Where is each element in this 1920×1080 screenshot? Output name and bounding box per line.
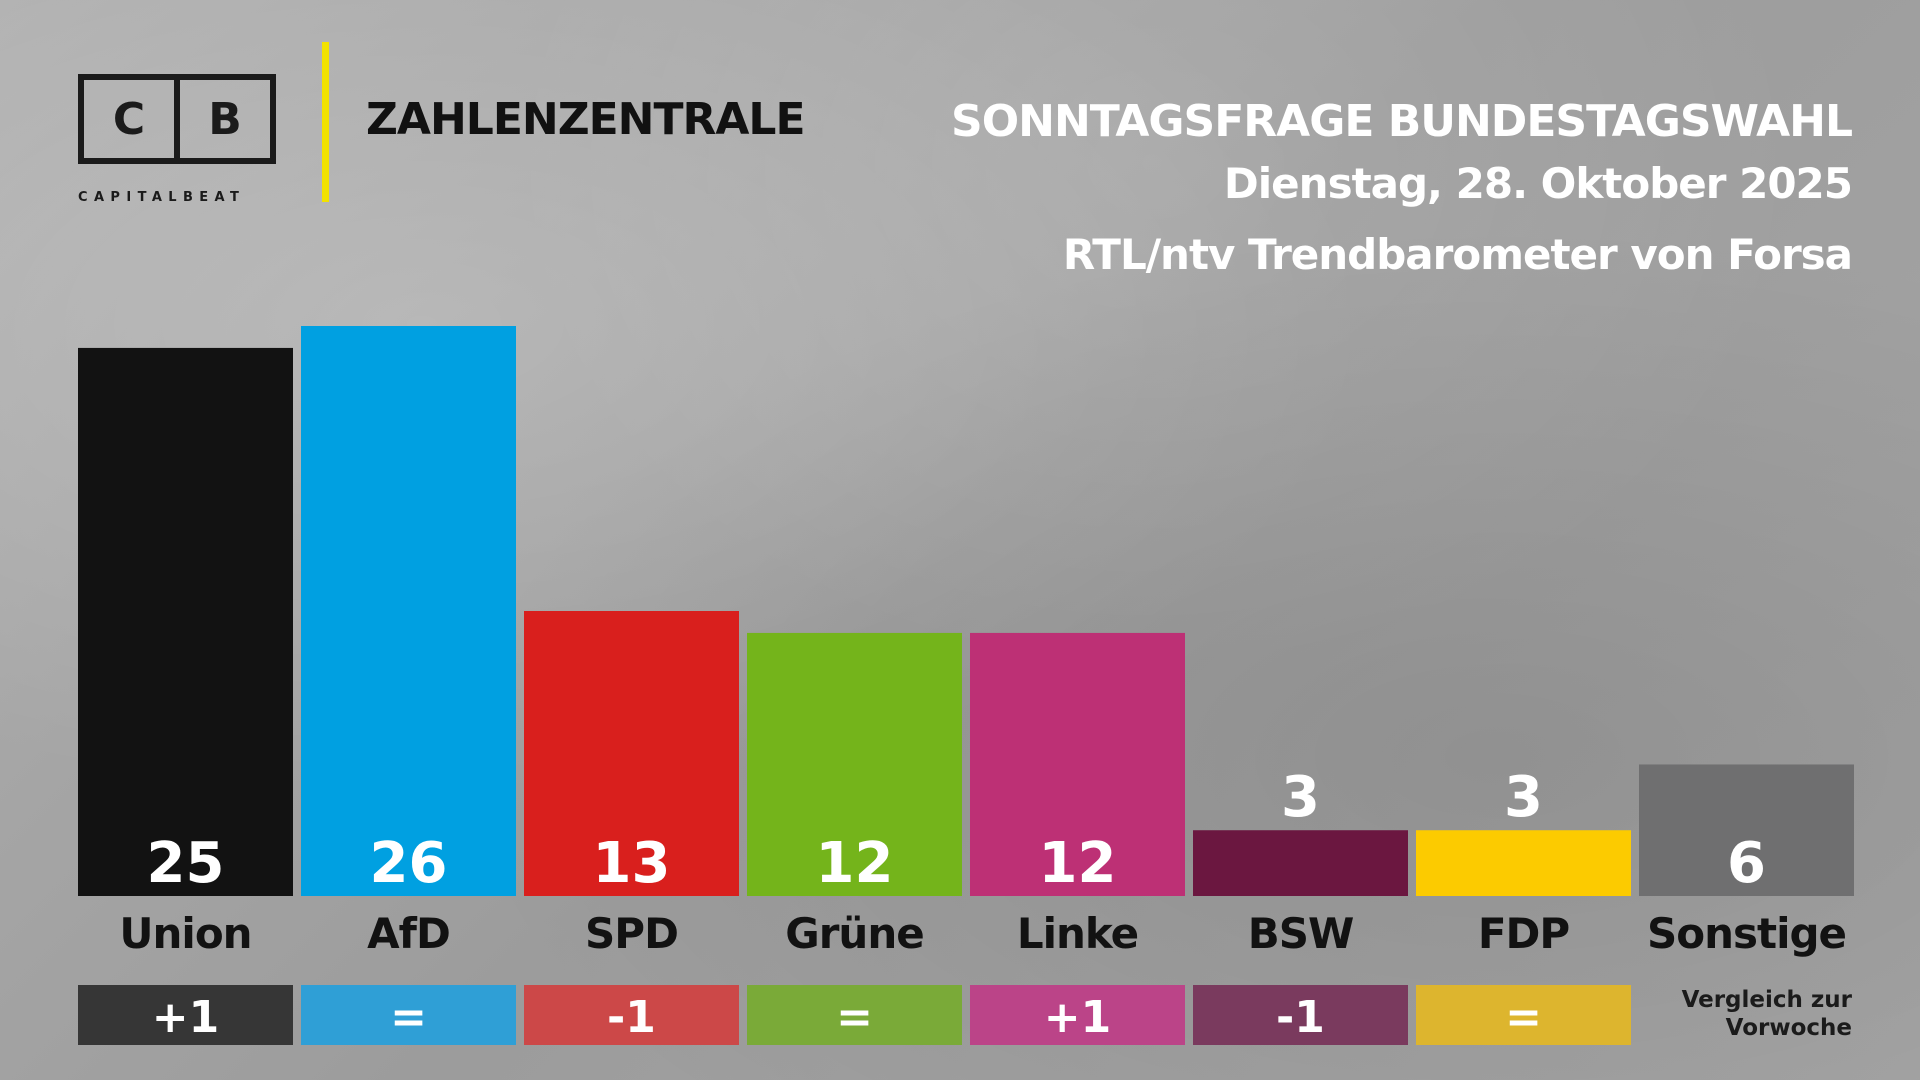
logo-letter-b: B xyxy=(174,80,270,158)
logo-wordmark: CAPITALBEAT xyxy=(78,190,246,205)
category-label-5: BSW xyxy=(1248,909,1354,958)
change-label-2: -1 xyxy=(607,992,656,1043)
logo-letter-c: C xyxy=(112,93,146,145)
value-label-3: 12 xyxy=(816,831,894,896)
value-label-4: 12 xyxy=(1039,831,1117,896)
change-box-5 xyxy=(1193,985,1408,1045)
value-label-7: 6 xyxy=(1727,831,1766,896)
category-label-6: FDP xyxy=(1478,909,1570,958)
bar-5 xyxy=(1193,830,1408,896)
category-label-3: Grüne xyxy=(785,909,923,958)
category-label-2: SPD xyxy=(585,909,678,958)
change-box-0 xyxy=(78,985,293,1045)
bar-3 xyxy=(747,632,962,896)
bar-7 xyxy=(1639,764,1854,896)
bar-0 xyxy=(78,347,293,896)
capitalbeat-logo: C B xyxy=(78,74,276,164)
change-box-6 xyxy=(1416,985,1631,1045)
chart-header: SONNTAGSFRAGE BUNDESTAGSWAHL Dienstag, 2… xyxy=(951,96,1853,290)
bar-2 xyxy=(524,611,739,896)
chart-date: Dienstag, 28. Oktober 2025 xyxy=(1223,159,1853,208)
change-label-0: +1 xyxy=(152,992,219,1043)
change-box-1 xyxy=(301,985,516,1045)
change-label-4: +1 xyxy=(1044,992,1111,1043)
value-label-1: 26 xyxy=(370,831,448,896)
change-box-2 xyxy=(524,985,739,1045)
yellow-divider xyxy=(322,42,329,202)
category-label-4: Linke xyxy=(1017,909,1138,958)
bar-6 xyxy=(1416,830,1631,896)
value-label-5: 3 xyxy=(1281,765,1320,830)
change-label-1: = xyxy=(390,992,427,1043)
section-title: ZAHLENZENTRALE xyxy=(366,94,806,145)
change-label-6: = xyxy=(1505,992,1542,1043)
category-label-0: Union xyxy=(119,909,251,958)
change-label-5: -1 xyxy=(1276,992,1325,1043)
value-label-0: 25 xyxy=(147,831,225,896)
chart-title: SONNTAGSFRAGE BUNDESTAGSWAHL xyxy=(951,96,1853,147)
category-label-1: AfD xyxy=(367,909,450,958)
change-label-3: = xyxy=(836,992,873,1043)
change-box-4 xyxy=(970,985,1185,1045)
change-box-3 xyxy=(747,985,962,1045)
bar-1 xyxy=(301,326,516,896)
value-label-6: 3 xyxy=(1504,765,1543,830)
bar-4 xyxy=(970,632,1185,896)
category-label-7: Sonstige xyxy=(1647,909,1846,958)
chart-source: RTL/ntv Trendbarometer von Forsa xyxy=(1062,230,1853,279)
value-label-2: 13 xyxy=(593,831,671,896)
change-note: Vergleich zur Vorwoche xyxy=(1681,987,1852,1041)
